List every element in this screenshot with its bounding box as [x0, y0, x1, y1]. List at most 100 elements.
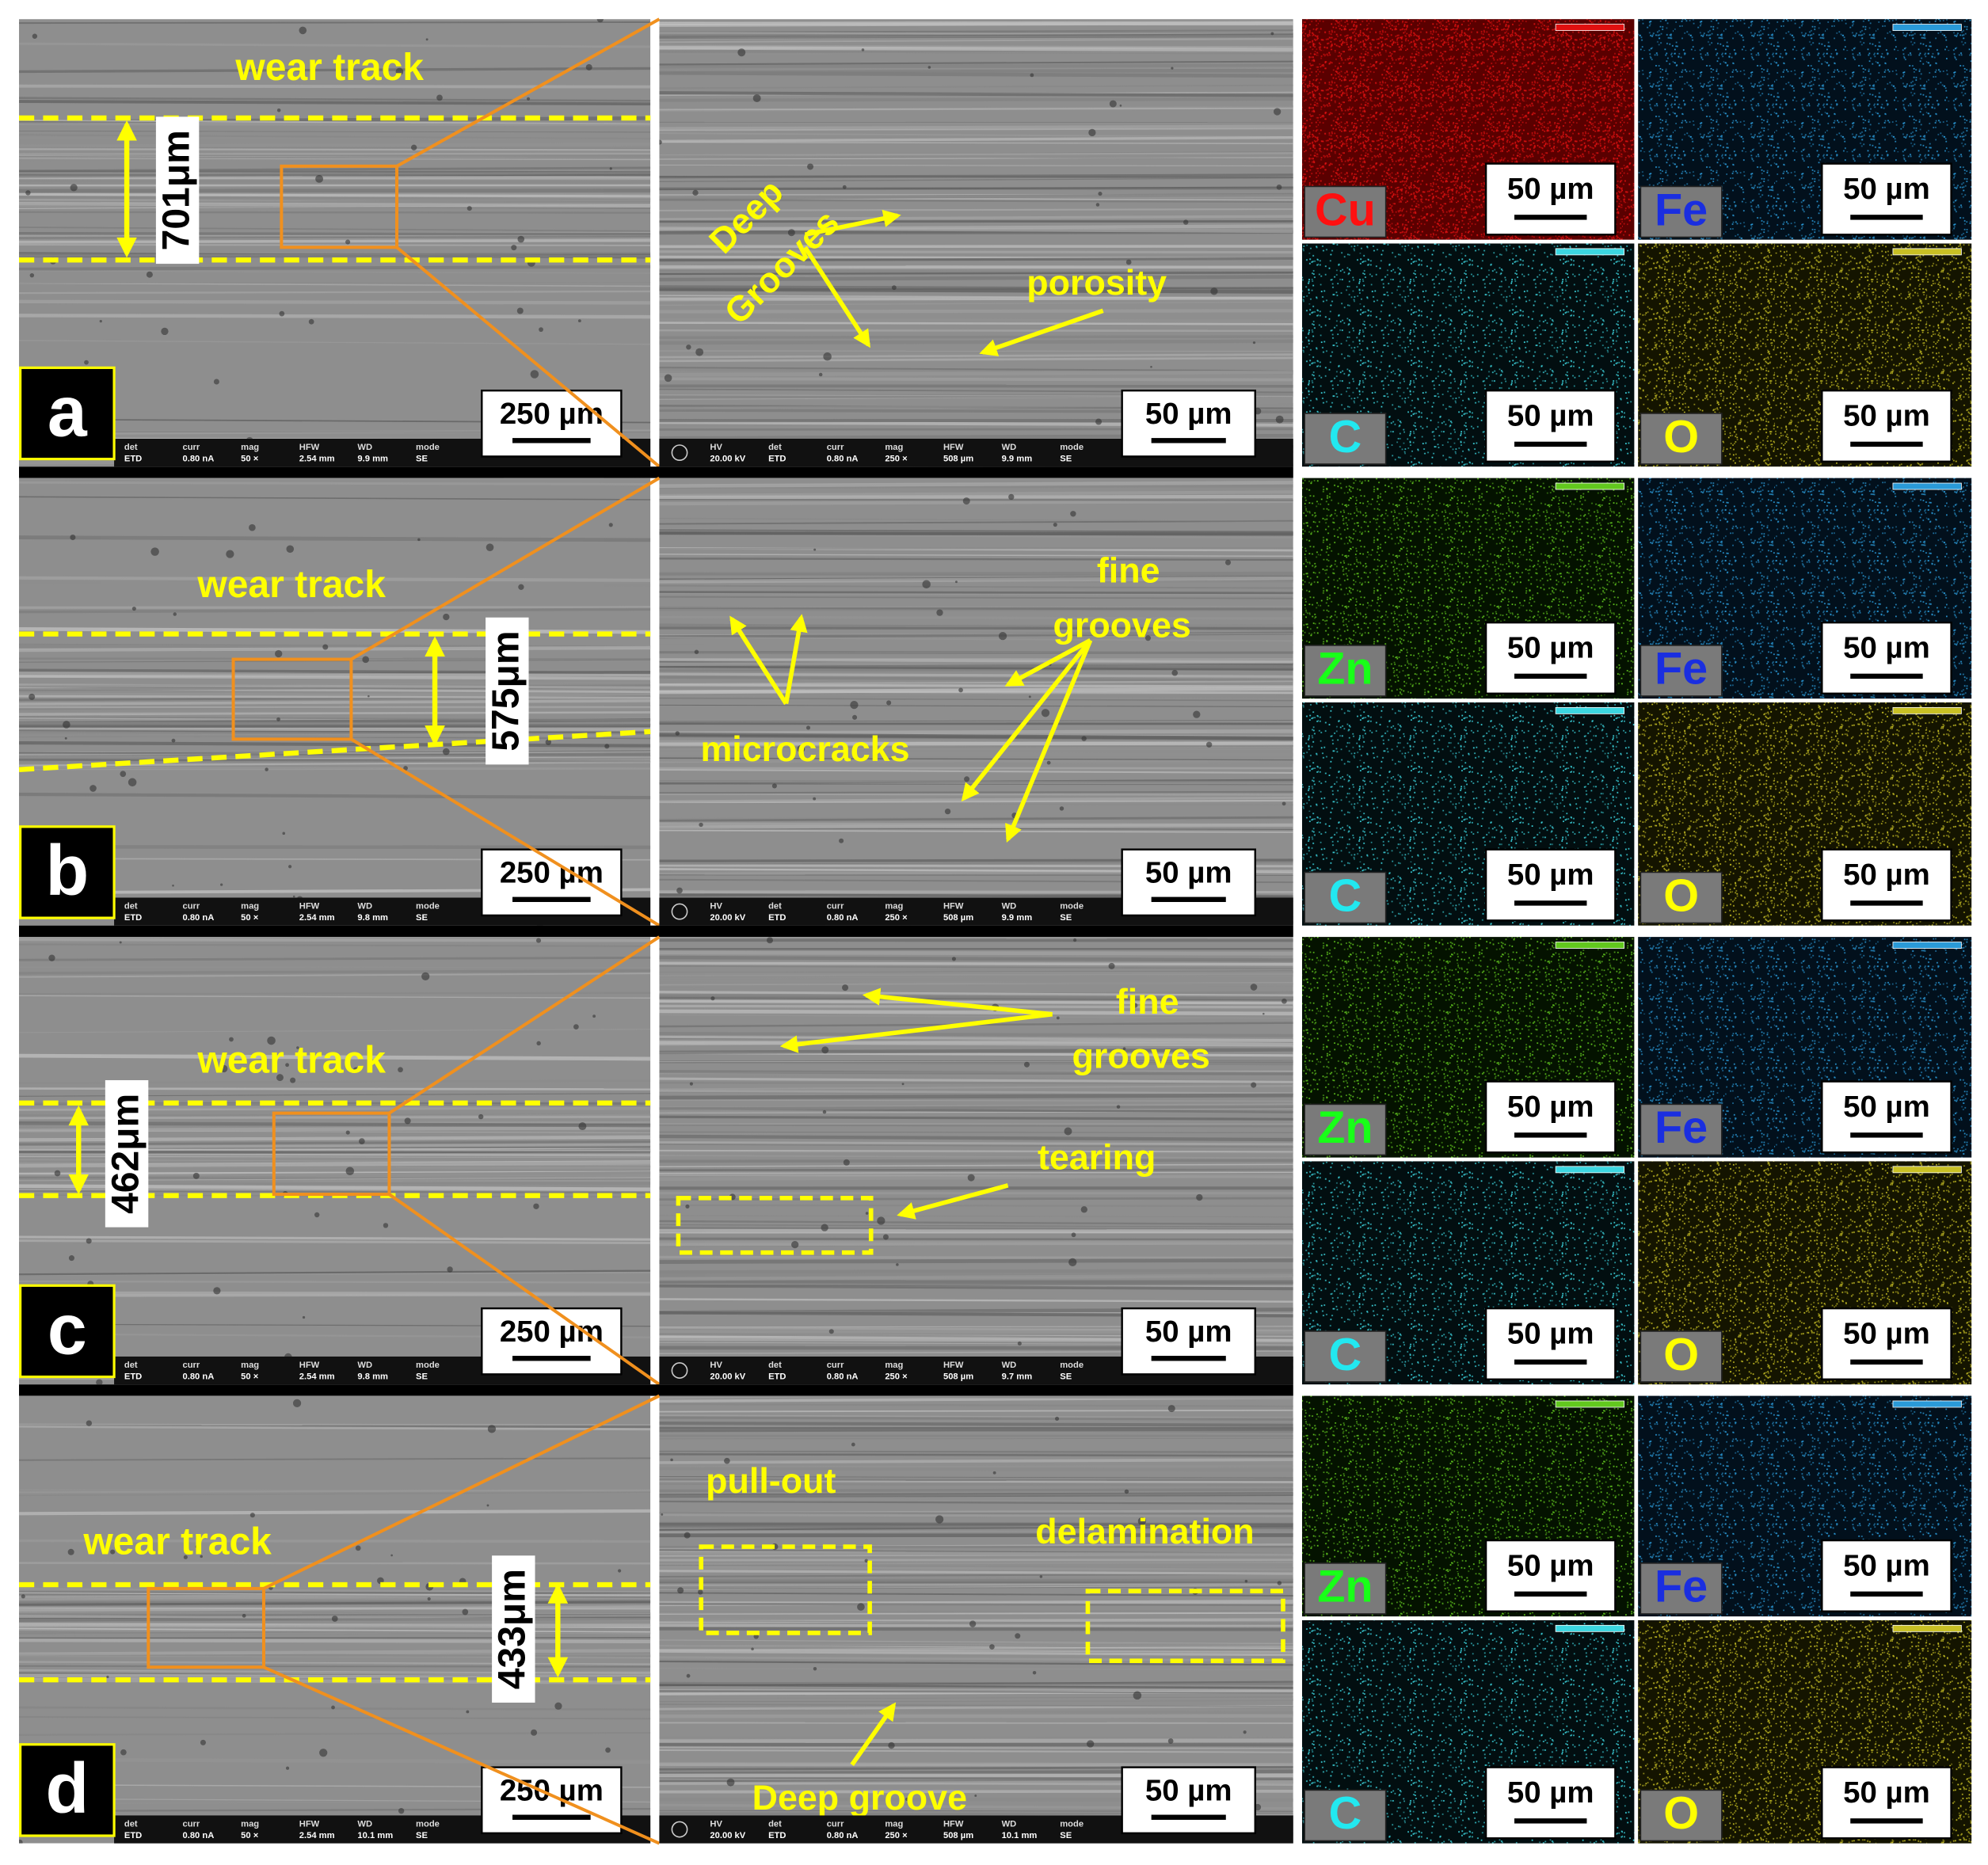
pit	[282, 832, 286, 835]
pit	[390, 1554, 393, 1557]
groove	[19, 201, 651, 208]
pit	[695, 348, 704, 356]
track-label: wear track	[196, 1039, 386, 1081]
groove	[19, 1029, 651, 1033]
pit	[677, 1587, 684, 1594]
pit	[314, 1212, 320, 1218]
feature-box	[1085, 1589, 1285, 1663]
pit	[146, 271, 153, 278]
groove	[19, 1239, 651, 1245]
pit	[322, 644, 329, 650]
groove	[19, 21, 651, 25]
element-box	[1640, 413, 1723, 465]
pit	[110, 1549, 116, 1555]
scale-bar-label: 250 µm	[500, 397, 604, 431]
groove	[19, 699, 651, 706]
scale-bar	[1151, 1356, 1226, 1361]
pit	[421, 972, 430, 981]
annotation-arrow	[783, 614, 808, 705]
groove	[659, 1649, 1293, 1654]
atom-icon	[671, 903, 688, 920]
pit	[275, 649, 283, 658]
annotation-arrow	[862, 988, 1053, 1017]
info-key: WD	[357, 902, 372, 912]
groove	[659, 1284, 1293, 1291]
groove	[659, 1525, 1293, 1529]
info-value: ETD	[124, 1372, 142, 1382]
info-value: 250 ×	[885, 1372, 908, 1382]
track-width-box	[492, 1555, 535, 1703]
pit	[1070, 511, 1076, 517]
info-key: HV	[710, 1361, 722, 1370]
groove	[659, 697, 1293, 702]
info-value: 10.1 mm	[357, 1831, 393, 1840]
groove	[19, 340, 651, 345]
zoom-box	[231, 657, 353, 741]
groove	[659, 1565, 1293, 1571]
groove	[659, 1642, 1293, 1646]
scale-bar-box	[1484, 1307, 1617, 1380]
groove	[659, 1500, 1293, 1505]
groove	[19, 1716, 651, 1720]
color-bar	[1892, 942, 1962, 949]
panel-letter-box	[19, 1743, 116, 1837]
groove	[19, 1588, 651, 1593]
pit	[1032, 1670, 1037, 1675]
pit	[842, 984, 849, 991]
info-value: SE	[416, 1831, 428, 1840]
pit	[86, 1238, 92, 1244]
scale-bar	[1514, 215, 1587, 220]
pit	[851, 1442, 855, 1447]
groove	[19, 645, 651, 653]
pit	[315, 174, 324, 183]
pit	[345, 239, 351, 245]
track-label: wear track	[234, 47, 424, 89]
pit	[1133, 1691, 1142, 1700]
info-value: 250 ×	[885, 455, 908, 464]
groove	[659, 1668, 1293, 1670]
pit	[1262, 1012, 1265, 1015]
info-key: WD	[357, 1820, 372, 1829]
groove	[659, 275, 1293, 282]
groove	[659, 270, 1293, 273]
groove	[659, 1085, 1293, 1090]
info-key: det	[124, 902, 138, 912]
pit	[511, 245, 517, 251]
info-value: 0.80 nA	[183, 1372, 215, 1382]
groove	[19, 1586, 651, 1589]
pit	[797, 744, 805, 753]
pit	[710, 996, 715, 1001]
pit	[345, 1130, 350, 1135]
pit	[577, 319, 581, 323]
groove	[659, 643, 1293, 645]
pit	[670, 1458, 673, 1462]
scale-bar	[1514, 1591, 1587, 1597]
groove	[19, 97, 651, 102]
groove	[659, 322, 1293, 325]
groove	[659, 558, 1293, 561]
info-value: ETD	[768, 913, 786, 923]
track-width: 462μm	[105, 1079, 149, 1227]
groove	[659, 592, 1293, 596]
pit	[822, 1109, 827, 1114]
pit	[936, 609, 943, 616]
groove	[659, 1171, 1293, 1174]
groove	[659, 965, 1293, 969]
groove	[659, 272, 1293, 276]
pit	[276, 717, 280, 721]
groove	[659, 177, 1293, 183]
groove	[659, 68, 1293, 74]
pit	[54, 1170, 61, 1177]
groove	[659, 1009, 1293, 1016]
info-key: HFW	[943, 902, 964, 912]
atom-icon	[671, 1821, 688, 1838]
scale-bar-box	[1121, 848, 1256, 917]
zoom-line	[388, 935, 661, 1115]
pit	[1250, 984, 1258, 991]
pit	[442, 748, 450, 756]
groove	[659, 70, 1293, 78]
element-label: O	[1663, 412, 1699, 462]
pit	[1276, 185, 1282, 190]
groove	[19, 740, 651, 748]
pit	[447, 1266, 453, 1273]
